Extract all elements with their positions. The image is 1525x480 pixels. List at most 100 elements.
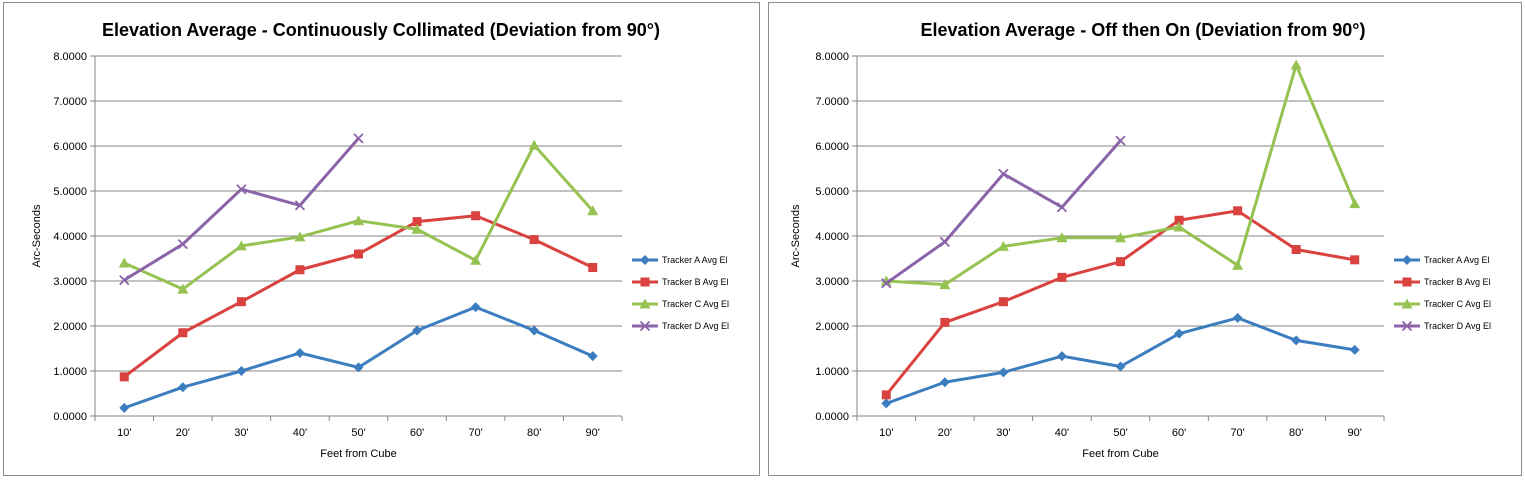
chart-2-legend-marker (1401, 320, 1413, 332)
chart-1-series-tracker-c-avg-el-point (587, 205, 599, 216)
chart-2-series-tracker-b-avg-el-point (1116, 257, 1125, 267)
chart-1-series-tracker-a-avg-el-point (470, 302, 481, 313)
chart-2-y-tick-label: 8.0000 (815, 51, 849, 63)
chart-2-y-tick-label: 0.0000 (815, 411, 849, 423)
chart-2-series-tracker-d-avg-el-point (998, 168, 1009, 180)
chart-1-y-axis-label: Arc-Seconds (31, 204, 43, 267)
chart-2-series-tracker-c-avg-el-point (1290, 59, 1302, 70)
chart-2-series-tracker-c-avg-el-point (1056, 232, 1068, 243)
chart-2-title: Elevation Average - Off then On (Deviati… (921, 20, 1366, 40)
chart-1-legend-label: Tracker D Avg El (662, 321, 729, 331)
chart-1-legend-entry: Tracker A Avg El (632, 255, 728, 265)
chart-1-y-tick-label: 6.0000 (53, 141, 87, 153)
chart-2-y-axis-label: Arc-Seconds (790, 204, 802, 267)
chart-2-series-tracker-b-avg-el-point (881, 390, 891, 400)
chart-1-series-tracker-b-avg-el (119, 211, 598, 382)
chart-2-x-tick-label: 70' (1230, 427, 1244, 439)
chart-1-legend-marker (640, 277, 650, 287)
chart-1-series-tracker-b-avg-el-line (123, 214, 594, 379)
chart-2-series-tracker-b-avg-el-point (1233, 206, 1243, 216)
chart-2-y-tick-label: 4.0000 (815, 231, 849, 243)
chart-1-x-tick-label: 20' (176, 427, 190, 439)
chart-1-series-tracker-c-avg-el-point (294, 231, 306, 242)
chart-2-legend-marker (1401, 298, 1413, 309)
chart-panel-1: Elevation Average - Continuously Collima… (3, 2, 760, 476)
chart-2-series-tracker-b-avg-el-point (1057, 272, 1067, 282)
chart-1-series-tracker-a-avg-el-point (294, 348, 305, 358)
chart-1-series-tracker-d-avg-el-point (119, 274, 130, 286)
chart-2-series-tracker-c-avg-el-point (1232, 259, 1244, 270)
chart-1-legend-marker (639, 320, 651, 332)
chart-1-y-tick-label: 3.0000 (53, 276, 87, 288)
chart-1-series-tracker-a-avg-el-point (412, 325, 423, 336)
chart-2-y-tick-label: 7.0000 (815, 96, 849, 108)
chart-2-x-tick-label: 50' (1113, 427, 1127, 439)
chart-1-x-tick-label: 90' (586, 427, 600, 439)
chart-2-legend-entry: Tracker A Avg El (1394, 255, 1490, 265)
chart-1-series-tracker-d-avg-el (119, 133, 364, 286)
chart-2-series-tracker-a-avg-el-point (939, 377, 950, 388)
chart-2-legend-marker (1402, 255, 1412, 265)
chart-2-series-tracker-d-avg-el-point (939, 236, 950, 247)
chart-2-series-tracker-c-avg-el-point (997, 240, 1009, 251)
chart-1-y-tick-label: 7.0000 (53, 96, 87, 108)
chart-2-series-tracker-d-avg-el-line (885, 139, 1122, 285)
chart-1-x-tick-label: 10' (117, 427, 131, 439)
chart-2-series-tracker-b-avg-el-point (998, 297, 1008, 307)
chart-1-legend-label: Tracker B Avg El (662, 277, 729, 287)
chart-1-series-tracker-a-avg-el-line (123, 305, 594, 410)
chart-2-x-tick-label: 90' (1348, 427, 1362, 439)
chart-2-series-tracker-a-avg-el-point (1232, 312, 1243, 323)
chart-2-svg: Elevation Average - Off then On (Deviati… (790, 20, 1491, 460)
chart-2-series-tracker-c-avg-el-line (886, 63, 1357, 287)
chart-1-legend-marker (639, 298, 651, 309)
chart-2-legend-label: Tracker A Avg El (1424, 255, 1490, 265)
chart-1-legend-label: Tracker C Avg El (662, 299, 729, 309)
chart-1-legend-entry: Tracker C Avg El (632, 298, 729, 309)
chart-1-series-tracker-b-avg-el-point (412, 217, 422, 227)
chart-1-series-tracker-d-avg-el-point (236, 184, 247, 195)
chart-1-y-tick-label: 2.0000 (53, 321, 87, 333)
chart-1-series-tracker-b-avg-el-point (529, 235, 539, 245)
chart-2-x-tick-label: 60' (1172, 427, 1186, 439)
chart-1-y-tick-label: 8.0000 (53, 51, 87, 63)
chart-1-x-axis-label: Feet from Cube (320, 448, 396, 460)
chart-2-y-tick-label: 2.0000 (815, 321, 849, 333)
chart-2-y-tick-label: 5.0000 (815, 186, 849, 198)
chart-2-legend-label: Tracker B Avg El (1424, 277, 1491, 287)
chart-2-legend-label: Tracker C Avg El (1424, 299, 1491, 309)
chart-1-x-tick-label: 50' (351, 427, 365, 439)
chart-1-x-tick-label: 80' (527, 427, 541, 439)
chart-1-series-tracker-c-avg-el-point (411, 223, 423, 234)
chart-2-legend-entry: Tracker B Avg El (1394, 277, 1491, 287)
chart-2-series-tracker-c-avg-el-point (1115, 232, 1126, 243)
chart-2-series-tracker-a-avg-el-point (1349, 344, 1360, 355)
chart-2-series-tracker-a-avg-el-point (1056, 351, 1067, 362)
chart-2-legend-entry: Tracker C Avg El (1394, 298, 1491, 309)
chart-2-series-tracker-d-avg-el-point (881, 278, 892, 289)
chart-1-series-tracker-c-avg-el-point (118, 257, 130, 268)
chart-1-series-tracker-b-avg-el-point (354, 249, 363, 259)
chart-1-series-tracker-b-avg-el-point (119, 372, 129, 382)
chart-2-series-tracker-c-avg-el (880, 59, 1361, 290)
chart-2-x-tick-label: 80' (1289, 427, 1303, 439)
chart-1-series-tracker-d-avg-el-point (294, 200, 306, 211)
chart-2-series-tracker-b-avg-el-point (1291, 245, 1301, 254)
chart-2-legend-label: Tracker D Avg El (1424, 321, 1491, 331)
chart-2-series-tracker-a-avg-el-point (881, 398, 892, 409)
chart-1-series-tracker-b-avg-el-point (295, 265, 305, 275)
chart-2-series-tracker-d-avg-el-point (1056, 202, 1068, 213)
chart-1-series-tracker-a-avg-el-point (236, 366, 247, 376)
chart-1-title: Elevation Average - Continuously Collima… (102, 20, 660, 40)
chart-2-series-tracker-c-avg-el-point (1349, 198, 1361, 209)
chart-2-series-tracker-c-avg-el-point (939, 279, 951, 290)
chart-2-x-tick-label: 40' (1055, 427, 1069, 439)
chart-1-series-tracker-b-avg-el-point (471, 211, 481, 221)
chart-2-series-tracker-b-avg-el-point (1174, 215, 1184, 225)
chart-2-series-tracker-b-avg-el-point (1350, 255, 1360, 265)
chart-2-series-tracker-b-avg-el-point (940, 317, 950, 327)
chart-2-series-tracker-c-avg-el-point (1173, 221, 1185, 232)
chart-2-series-tracker-a-avg-el-line (885, 316, 1355, 405)
chart-2-x-tick-label: 20' (938, 427, 952, 439)
chart-1-series-tracker-a-avg-el-point (353, 362, 364, 373)
